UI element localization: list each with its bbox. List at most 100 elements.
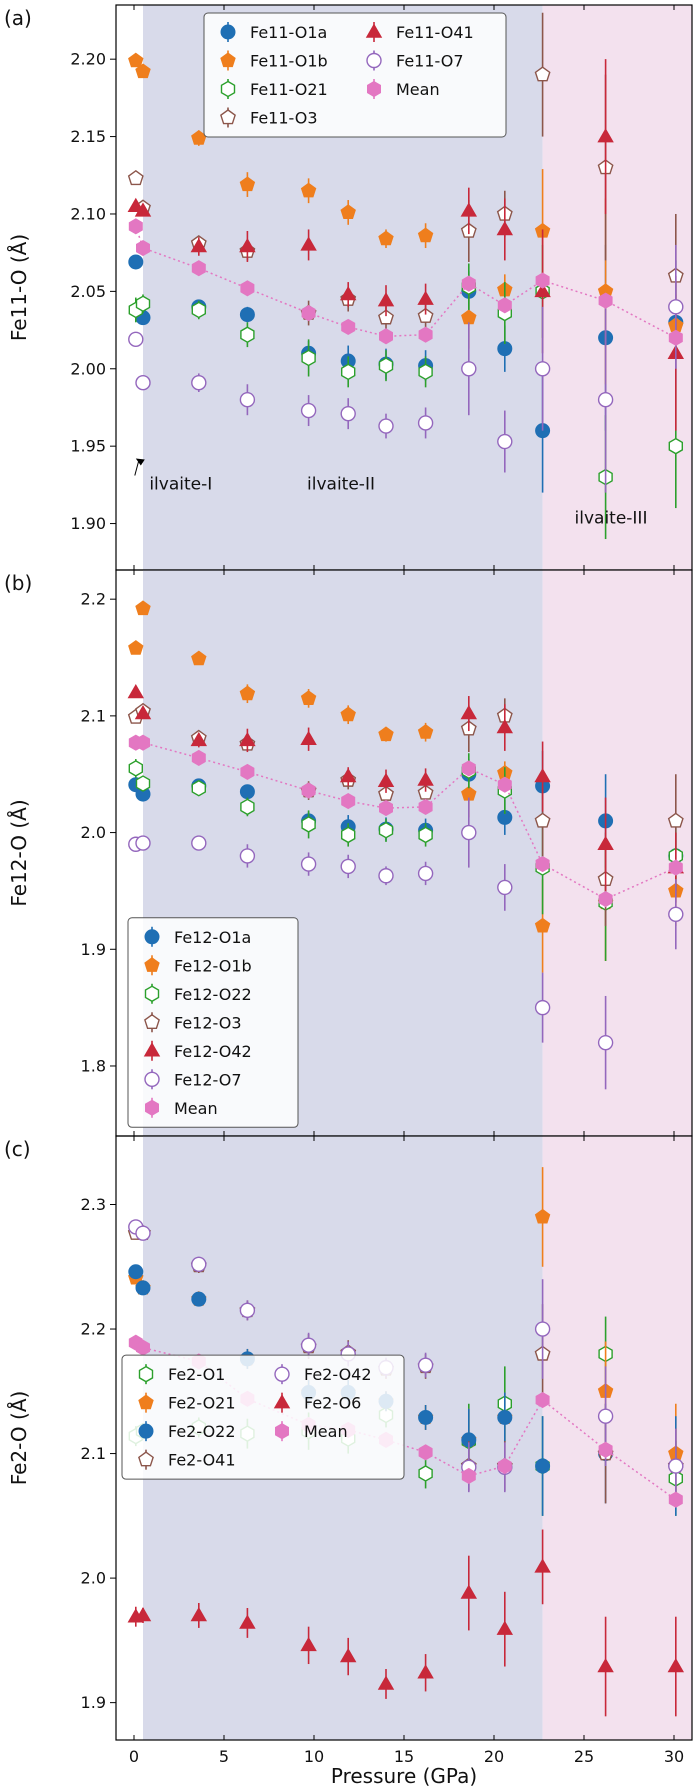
- data-point: [535, 1391, 550, 1409]
- data-point: [134, 1606, 152, 1622]
- y-tick-label: 2.0: [81, 823, 106, 842]
- legend-label: Fe11-O7: [396, 52, 464, 71]
- legend-marker: [143, 1042, 161, 1057]
- legend-label: Fe2-O6: [304, 1394, 361, 1413]
- data-point: [378, 309, 394, 325]
- legend-box: [203, 12, 507, 138]
- data-point: [301, 816, 316, 833]
- data-point: [191, 301, 207, 319]
- y-tick-label: 1.95: [70, 437, 106, 456]
- data-point: [535, 272, 550, 289]
- panel-3: 1.9 2.0 2.1 2.2 2.3 (c) Fe2-O (Å) Fe2-O1 Fe2-O42…: [4, 1135, 693, 1741]
- data-point: [239, 731, 256, 747]
- data-point: [190, 731, 208, 747]
- data-point: [418, 1465, 433, 1482]
- legend: Fe12-O1a Fe12-O1b Fe12-O22 Fe12-O3 Fe12-O42 F…: [127, 917, 299, 1128]
- data-point: [534, 361, 551, 377]
- data-point: [461, 1467, 476, 1485]
- x-tick-label: 25: [574, 1747, 594, 1766]
- data-point: [128, 1264, 144, 1280]
- data-point: [534, 1208, 551, 1224]
- data-point: [300, 730, 317, 745]
- data-point: [497, 433, 513, 450]
- annotation-arrowhead: [135, 458, 145, 466]
- data-point: [534, 282, 551, 298]
- legend-marker: [144, 957, 160, 972]
- legend-label: Fe2-O21: [168, 1394, 236, 1413]
- data-point: [134, 202, 152, 217]
- data-point: [339, 768, 357, 783]
- data-point: [135, 295, 151, 313]
- data-point: [301, 304, 316, 322]
- data-point: [135, 775, 151, 792]
- legend-marker: [138, 1423, 154, 1439]
- data-point: [497, 1409, 513, 1425]
- y-axis-label: Fe12-O (Å): [7, 799, 31, 906]
- data-point: [240, 326, 255, 344]
- data-point: [417, 307, 434, 323]
- legend-marker: [367, 80, 381, 98]
- data-point: [341, 363, 356, 381]
- data-layer: [127, 12, 685, 540]
- legend-label: Fe2-O1: [168, 1365, 225, 1384]
- data-point: [239, 307, 255, 323]
- legend-marker: [220, 52, 236, 68]
- data-point: [667, 1658, 685, 1673]
- y-tick-label: 2.1: [81, 706, 106, 725]
- y-tick-label: 2.2: [81, 590, 106, 609]
- legend-box: [127, 917, 299, 1128]
- data-point: [417, 724, 434, 739]
- data-point: [239, 1302, 256, 1319]
- legend-marker: [220, 109, 236, 125]
- legend-marker: [144, 929, 160, 945]
- data-point: [534, 999, 551, 1016]
- legend-label: Fe2-O41: [168, 1451, 236, 1470]
- legend-label: Fe12-O22: [174, 985, 252, 1004]
- data-point: [377, 1675, 395, 1690]
- data-point: [497, 1457, 512, 1475]
- data-point: [134, 705, 152, 720]
- series: [127, 1529, 685, 1717]
- y-tick-label: 2.0: [81, 1569, 106, 1588]
- x-tick-label: 5: [219, 1747, 229, 1766]
- data-point: [191, 374, 207, 391]
- legend-marker: [275, 1423, 289, 1440]
- data-point: [300, 1337, 317, 1353]
- data-point: [496, 1620, 514, 1635]
- legend-box: [121, 1354, 405, 1480]
- data-point: [240, 763, 255, 780]
- data-point: [461, 361, 477, 377]
- data-point: [300, 182, 317, 198]
- series: [128, 244, 684, 493]
- y-tick-label: 2.1: [81, 1444, 106, 1463]
- data-point: [418, 826, 433, 844]
- data-point: [598, 292, 613, 309]
- data-point: [667, 812, 684, 828]
- data-point: [190, 1606, 208, 1622]
- data-point: [460, 705, 478, 720]
- data-point: [135, 1280, 151, 1296]
- data-point: [128, 640, 144, 655]
- legend-marker: [145, 1099, 159, 1116]
- region-label: ilvaite-III: [575, 509, 648, 529]
- data-point: [301, 349, 316, 367]
- data-point: [340, 204, 356, 219]
- data-point: [534, 1321, 551, 1337]
- data-point: [128, 52, 144, 68]
- legend-marker: [138, 1365, 154, 1383]
- data-point: [191, 835, 207, 851]
- data-point: [496, 220, 514, 236]
- data-point: [136, 734, 150, 751]
- annotation-arrow: [134, 460, 140, 476]
- data-point: [240, 798, 255, 816]
- data-point: [239, 392, 256, 408]
- y-tick-label: 1.9: [81, 940, 106, 959]
- data-point: [668, 329, 683, 346]
- data-point: [135, 63, 151, 79]
- legend-marker: [365, 23, 383, 38]
- data-point: [128, 254, 144, 270]
- series: [128, 734, 683, 908]
- data-point: [417, 865, 434, 882]
- data-point: [377, 772, 395, 787]
